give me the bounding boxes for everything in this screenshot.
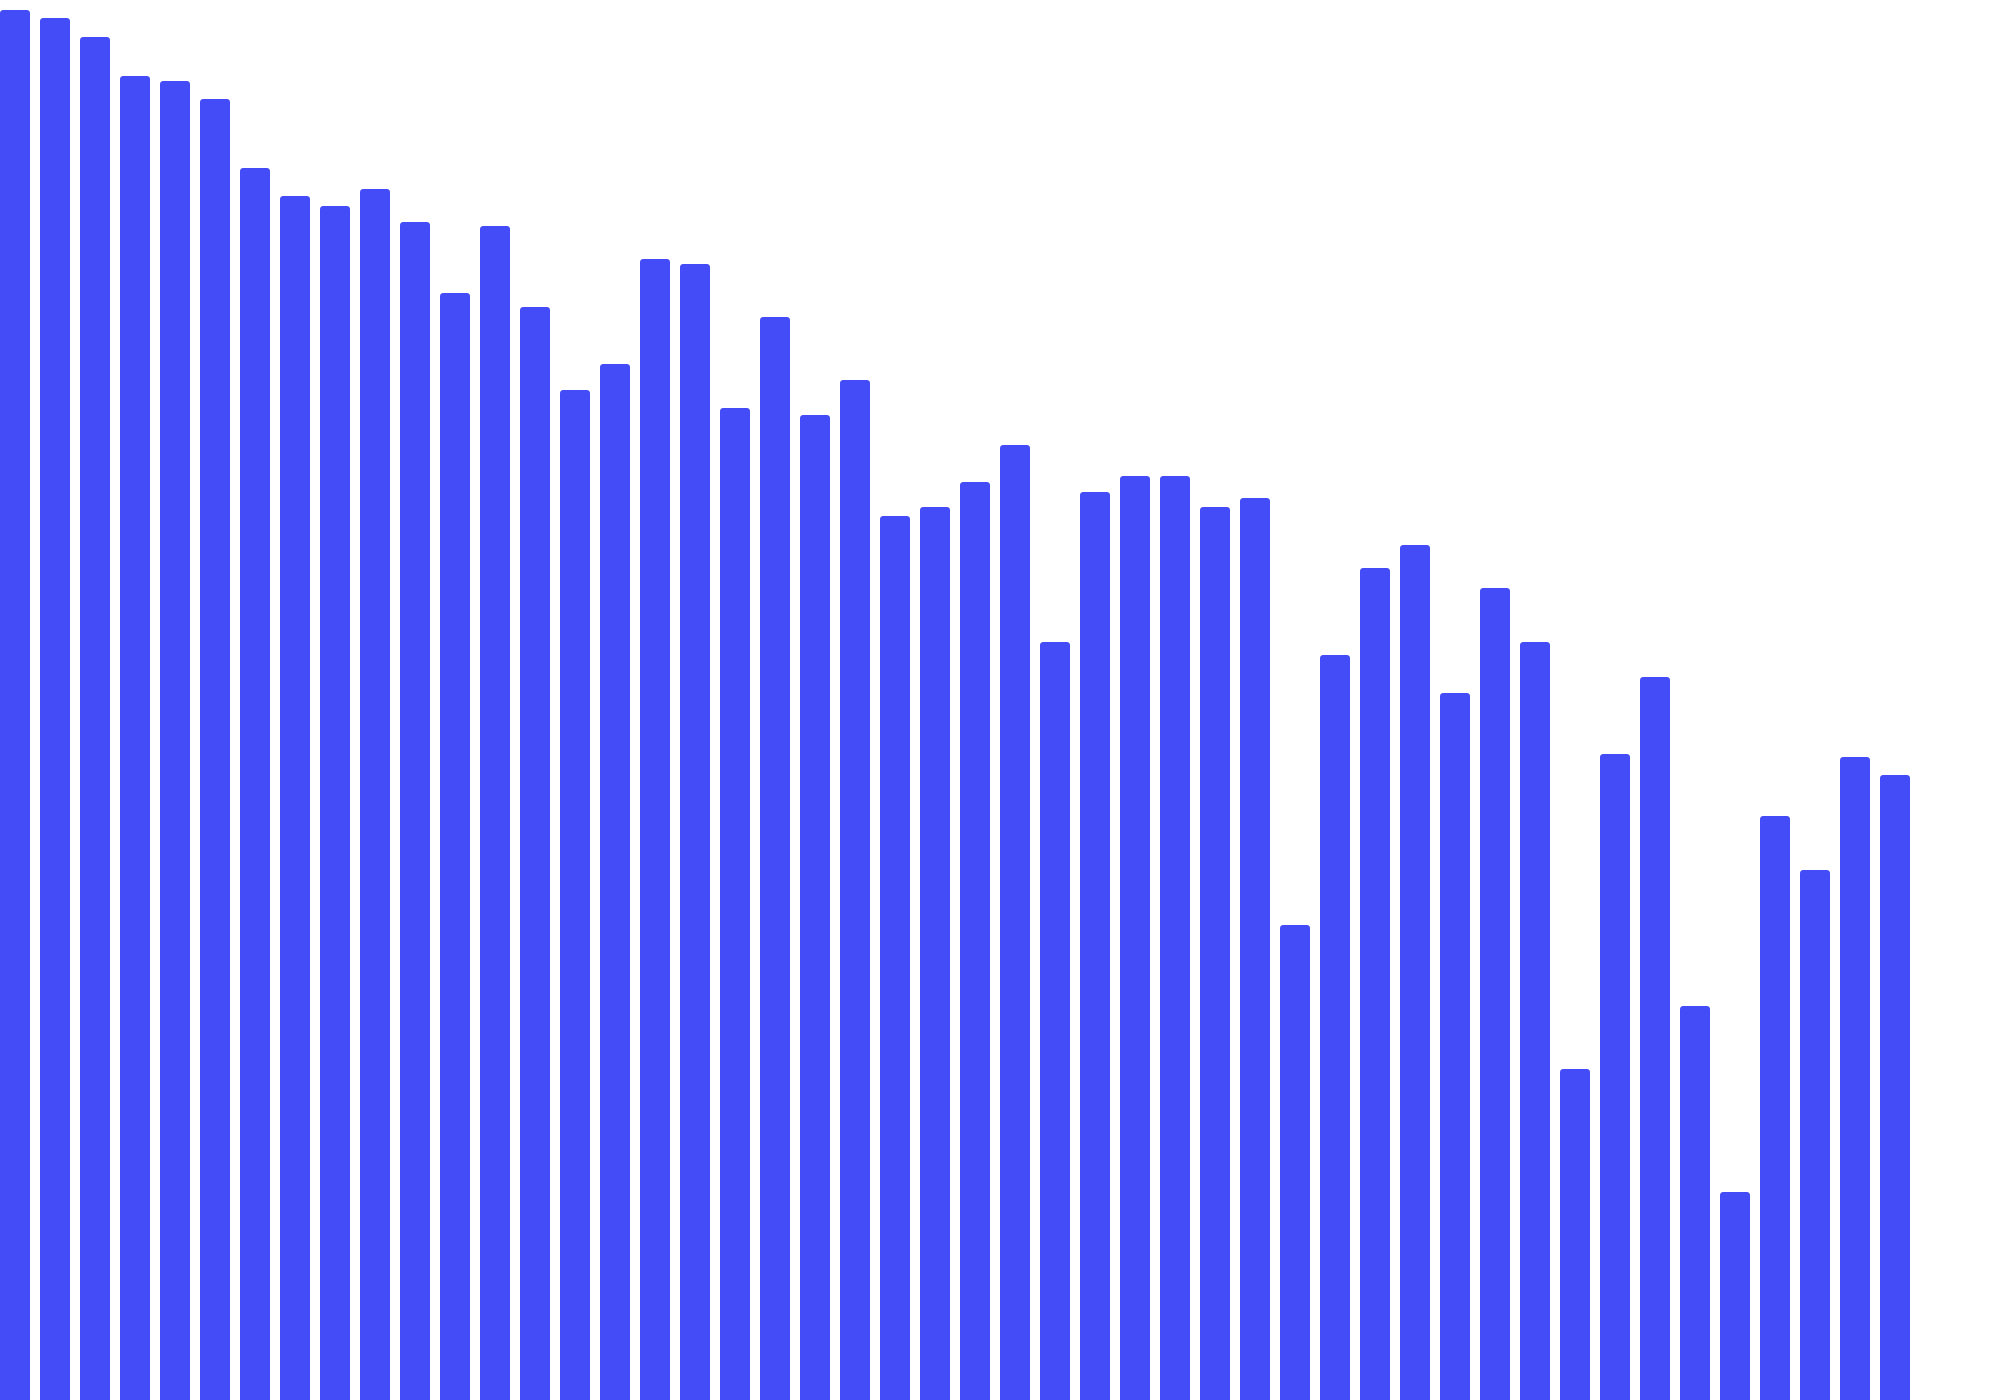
bar-9: [320, 206, 350, 1400]
bar-12: [440, 293, 470, 1400]
bar-21: [800, 415, 830, 1400]
bar-11: [400, 222, 430, 1400]
bar-40: [1560, 1069, 1590, 1400]
bar-38: [1480, 588, 1510, 1400]
bar-10: [360, 189, 390, 1400]
bar-4: [120, 76, 150, 1400]
bar-15: [560, 390, 590, 1400]
bar-34: [1320, 655, 1350, 1400]
bar-32: [1240, 498, 1270, 1400]
bars-group: [0, 10, 1910, 1400]
bar-8: [280, 196, 310, 1400]
bar-37: [1440, 693, 1470, 1400]
bar-6: [200, 99, 230, 1400]
bar-24: [920, 507, 950, 1400]
bar-45: [1760, 816, 1790, 1400]
bar-35: [1360, 568, 1390, 1400]
bar-14: [520, 307, 550, 1400]
bar-47: [1840, 757, 1870, 1400]
bar-19: [720, 408, 750, 1400]
bar-43: [1680, 1006, 1710, 1400]
bar-13: [480, 226, 510, 1400]
bar-27: [1040, 642, 1070, 1400]
bar-7: [240, 168, 270, 1400]
bar-41: [1600, 754, 1630, 1400]
bar-18: [680, 264, 710, 1400]
bar-25: [960, 482, 990, 1400]
bar-22: [840, 380, 870, 1400]
bar-5: [160, 81, 190, 1400]
bar-26: [1000, 445, 1030, 1400]
bar-46: [1800, 870, 1830, 1400]
bar-3: [80, 37, 110, 1400]
bar-2: [40, 18, 70, 1400]
bar-39: [1520, 642, 1550, 1400]
bar-33: [1280, 925, 1310, 1400]
bar-42: [1640, 677, 1670, 1400]
bar-29: [1120, 476, 1150, 1400]
bar-48: [1880, 775, 1910, 1400]
bar-16: [600, 364, 630, 1400]
bar-17: [640, 259, 670, 1400]
bar-20: [760, 317, 790, 1400]
bar-36: [1400, 545, 1430, 1400]
bar-23: [880, 516, 910, 1400]
bar-1: [0, 10, 30, 1400]
bar-30: [1160, 476, 1190, 1400]
bar-31: [1200, 507, 1230, 1400]
bar-44: [1720, 1192, 1750, 1400]
bar-28: [1080, 492, 1110, 1400]
